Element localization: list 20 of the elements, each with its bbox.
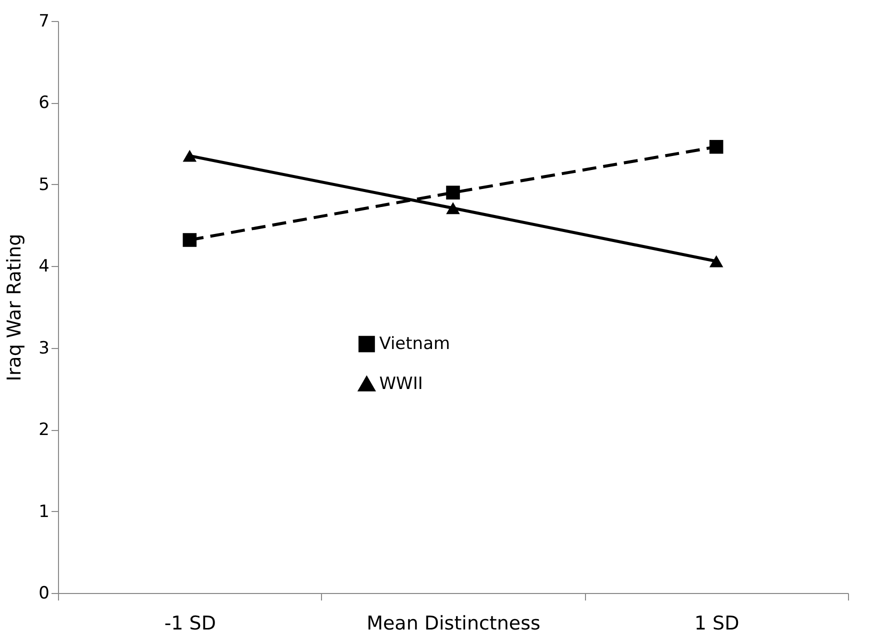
point xyxy=(182,233,197,247)
y-tick-label: 7 xyxy=(38,12,50,32)
y-tick-label: 3 xyxy=(38,338,50,358)
x-tick-label: -1 SD xyxy=(164,612,216,634)
point xyxy=(709,140,724,154)
y-axis-title: Iraq War Rating xyxy=(4,234,26,382)
point xyxy=(446,202,460,214)
y-tick-label: 4 xyxy=(38,256,50,277)
y-tick-label: 6 xyxy=(38,93,50,114)
x-tick-label: Mean Distinctness xyxy=(366,612,540,634)
legend-label: WWII xyxy=(379,374,423,394)
point xyxy=(709,255,724,268)
y-tick-label: 1 xyxy=(38,502,50,522)
point xyxy=(182,150,197,162)
point xyxy=(446,186,460,200)
y-tick-label: 5 xyxy=(38,174,50,195)
legend-label: Vietnam xyxy=(379,334,450,354)
x-tick-label: 1 SD xyxy=(694,612,740,634)
y-tick-label: 0 xyxy=(38,584,50,604)
y-tick-label: 2 xyxy=(38,420,50,440)
